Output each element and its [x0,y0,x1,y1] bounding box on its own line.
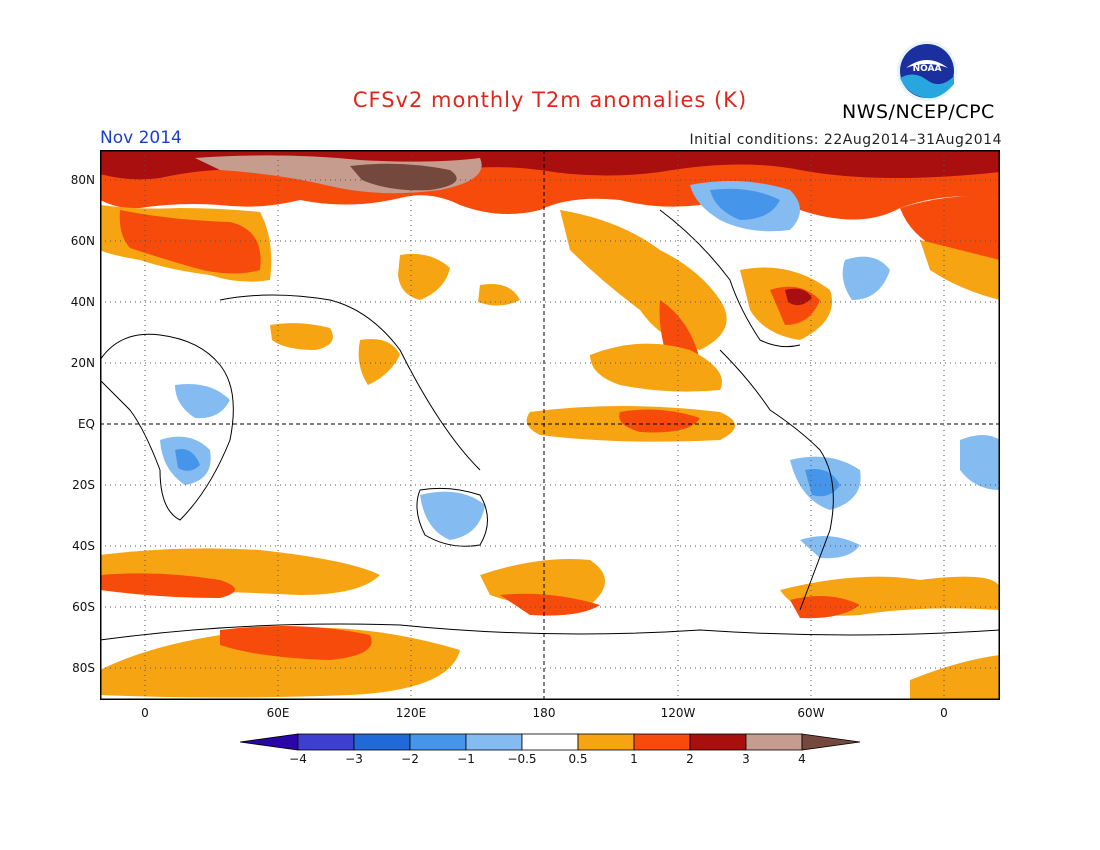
colorbar-label: −4 [289,752,307,766]
colorbar-label: 1 [630,752,638,766]
agency-label: NWS/NCEP/CPC [842,101,995,123]
lon-label: 120W [660,706,696,720]
colorbar-arrow-high [801,733,861,751]
chart-title: CFSv2 monthly T2m anomalies (K) [352,88,748,112]
svg-text:NOAA: NOAA [913,64,942,74]
lat-label: 80N [70,173,95,187]
lat-label: 20N [70,356,95,370]
lat-label: 40N [70,295,95,309]
lon-label: 180 [532,706,556,720]
lon-label: 60W [797,706,825,720]
month-label: Nov 2014 [100,128,182,148]
lon-label: 60E [266,706,290,720]
colorbar-label: −0.5 [507,752,537,766]
lat-label: 40S [72,539,95,553]
colorbar-label: 2 [686,752,694,766]
colorbar-arrow-low [240,733,299,751]
lon-label: 120E [395,706,427,720]
anomaly-map [100,150,1000,700]
lat-label: 80S [72,661,95,675]
noaa-logo: NOAA [897,41,957,101]
lat-label: 60N [70,234,95,248]
colorbar-label: 0.5 [568,752,588,766]
colorbar-label: 4 [798,752,806,766]
lat-label: EQ [77,417,95,431]
initial-conditions-label: Initial conditions: 22Aug2014–31Aug2014 [689,132,1002,148]
lat-label: 20S [72,478,95,492]
lon-label: 0 [141,706,149,720]
colorbar-label: −1 [457,752,475,766]
lat-label: 60S [72,600,95,614]
colorbar-label: −3 [345,752,363,766]
lon-label: 0 [940,706,948,720]
colorbar-label: −2 [401,752,419,766]
colorbar [240,733,861,751]
colorbar-label: 3 [742,752,750,766]
map-frame [100,150,1000,700]
